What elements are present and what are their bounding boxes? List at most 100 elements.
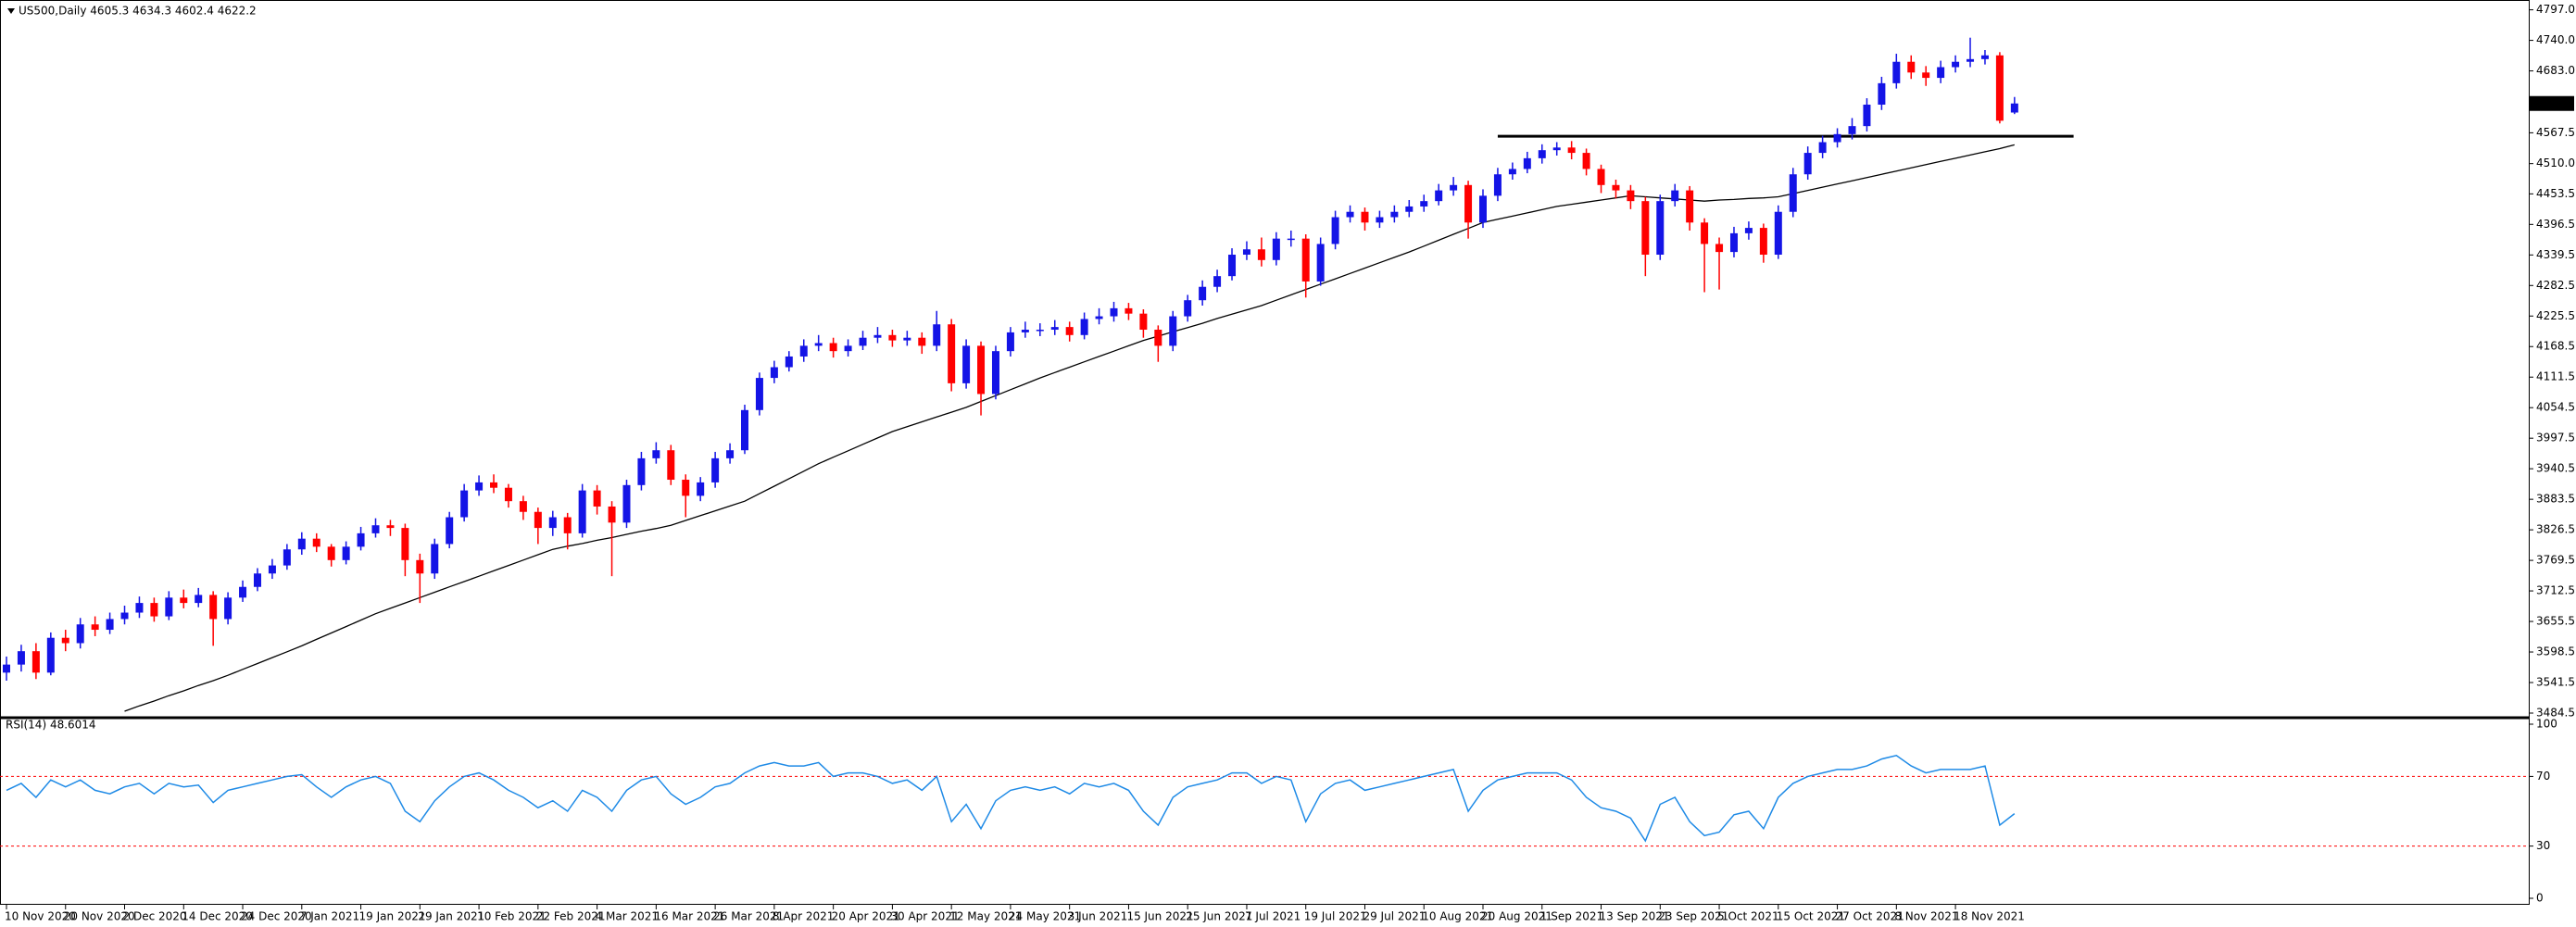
candle-body [120, 612, 129, 620]
candle-body [490, 482, 498, 488]
candle-body [859, 337, 867, 346]
y-tick-label: 3826.5 [2536, 523, 2575, 536]
candle-body [563, 517, 572, 533]
candle-body [239, 586, 247, 598]
x-tick-label: 18 Nov 2021 [1954, 910, 2025, 923]
candle-body [1567, 147, 1576, 154]
candle-body [755, 378, 763, 410]
candle-body [386, 525, 395, 529]
candle-body [1582, 153, 1590, 169]
candle-body [962, 345, 971, 383]
x-tick-label: 26 Mar 2021 [713, 910, 784, 923]
candle-body [1715, 244, 1724, 253]
x-tick-label: 20 Nov 2020 [64, 910, 135, 923]
rsi-line [6, 754, 2016, 843]
candle-body [1848, 126, 1856, 134]
candle-body [1744, 228, 1753, 233]
candle-body [622, 484, 631, 523]
x-tick-label: 2 Dec 2020 [123, 910, 187, 923]
y-tick-label: 4567.5 [2536, 126, 2575, 139]
candle-body [1759, 228, 1767, 256]
y-tick-label: 100 [2536, 718, 2557, 731]
y-tick-label: 0 [2536, 892, 2544, 905]
candle-body [1789, 174, 1797, 212]
plot-frame [0, 0, 2530, 905]
candle-body [17, 651, 25, 665]
candle-body [357, 532, 365, 547]
x-tick-label: 4 Mar 2021 [596, 910, 659, 923]
y-tick-label: 3712.5 [2536, 584, 2575, 597]
candle-body [283, 549, 291, 566]
candle-body [1803, 153, 1812, 175]
menu-triangle[interactable] [7, 8, 15, 14]
y-tick-label: 3541.5 [2536, 676, 2575, 689]
candle-body [1021, 330, 1029, 332]
x-tick-label: 29 Jan 2021 [418, 910, 484, 923]
candle-body [1199, 286, 1207, 301]
candle-body [135, 603, 144, 613]
candle-body [1701, 222, 1709, 244]
candle-body [593, 490, 601, 507]
x-tick-label: 24 Dec 2020 [241, 910, 312, 923]
candle-body [814, 343, 823, 346]
candle-body [1671, 190, 1679, 202]
candle-body [1552, 147, 1561, 151]
x-tick-label: 12 May 2021 [949, 910, 1022, 923]
x-tick-label: 10 Nov 2020 [5, 910, 76, 923]
candle-body [61, 637, 69, 644]
candle-body [1729, 232, 1738, 253]
y-tick-label: 4510.0 [2536, 157, 2575, 169]
candle-body [711, 457, 720, 482]
x-tick-label: 25 Jun 2021 [1186, 910, 1252, 923]
candle-body [1080, 319, 1088, 335]
y-tick-label: 4339.5 [2536, 248, 2575, 261]
chart-title: US500,Daily 4605.3 4634.3 4602.4 4622.2 [19, 5, 257, 18]
candle-body [1228, 255, 1237, 277]
y-tick-label: 3940.5 [2536, 462, 2575, 475]
y-tick-label: 70 [2536, 770, 2550, 783]
x-tick-label: 20 Aug 2021 [1481, 910, 1552, 923]
candle-body [608, 506, 616, 523]
y-tick-label: 4740.0 [2536, 33, 2575, 46]
candle-body [933, 324, 941, 346]
candle-body [799, 345, 808, 357]
candle-body [1818, 142, 1827, 154]
candle-body [1656, 201, 1665, 256]
y-tick-label: 4683.0 [2536, 64, 2575, 77]
candle-body [3, 664, 10, 673]
candle-body [1110, 307, 1118, 317]
candle-body [1125, 307, 1133, 314]
y-tick-label: 3883.5 [2536, 493, 2575, 506]
y-tick-label: 3484.5 [2536, 707, 2575, 720]
candle-body [726, 450, 735, 458]
candle-body [1065, 327, 1074, 335]
candle-body [977, 345, 986, 395]
x-tick-label: 29 Jul 2021 [1363, 910, 1426, 923]
x-tick-label: 14 Dec 2020 [182, 910, 253, 923]
y-tick-label: 3655.5 [2536, 615, 2575, 628]
candle-body [1995, 55, 2004, 121]
candle-body [1450, 184, 1458, 191]
candle-body [991, 351, 999, 395]
candle-body [1597, 169, 1605, 185]
candle-body [519, 501, 527, 512]
candle-body [1641, 201, 1650, 256]
candle-body [224, 597, 232, 620]
candle-body [741, 409, 748, 451]
x-tick-label: 20 Apr 2021 [832, 910, 900, 923]
candle-body [1242, 249, 1250, 256]
candle-body [578, 490, 586, 533]
candle-body [1287, 238, 1295, 241]
x-tick-label: 23 Sep 2021 [1658, 910, 1728, 923]
candle-body [209, 595, 218, 620]
candle-body [1686, 190, 1694, 223]
candle-body [1627, 190, 1635, 202]
candle-body [1464, 184, 1473, 223]
x-tick-label: 27 Oct 2021 [1836, 910, 1904, 923]
candle-body [312, 538, 320, 547]
candle-body [903, 337, 911, 341]
x-tick-label: 24 May 2021 [1009, 910, 1081, 923]
candle-body [2010, 103, 2018, 113]
x-tick-label: 19 Jul 2021 [1304, 910, 1367, 923]
x-tick-label: 10 Feb 2021 [477, 910, 547, 923]
